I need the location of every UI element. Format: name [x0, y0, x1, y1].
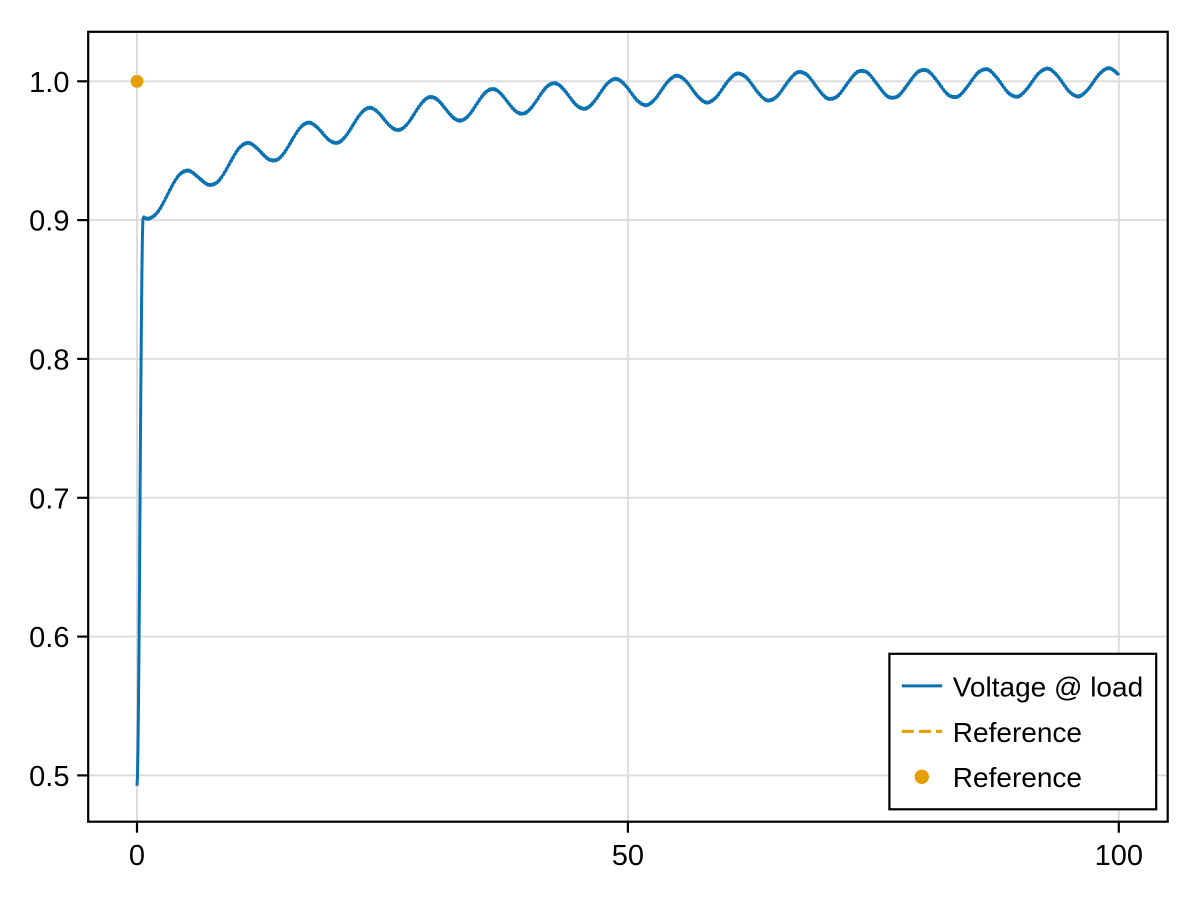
svg-text:0: 0	[129, 840, 145, 872]
svg-text:Reference: Reference	[953, 762, 1082, 793]
svg-text:1.0: 1.0	[29, 67, 69, 99]
svg-text:0.8: 0.8	[29, 344, 69, 376]
svg-text:100: 100	[1095, 840, 1143, 872]
svg-text:0.7: 0.7	[29, 483, 69, 515]
svg-text:Voltage @ load: Voltage @ load	[953, 671, 1143, 702]
svg-text:0.5: 0.5	[29, 761, 69, 793]
svg-text:0.9: 0.9	[29, 206, 69, 238]
svg-text:Reference: Reference	[953, 717, 1082, 748]
svg-text:50: 50	[612, 840, 644, 872]
svg-text:0.6: 0.6	[29, 622, 69, 654]
